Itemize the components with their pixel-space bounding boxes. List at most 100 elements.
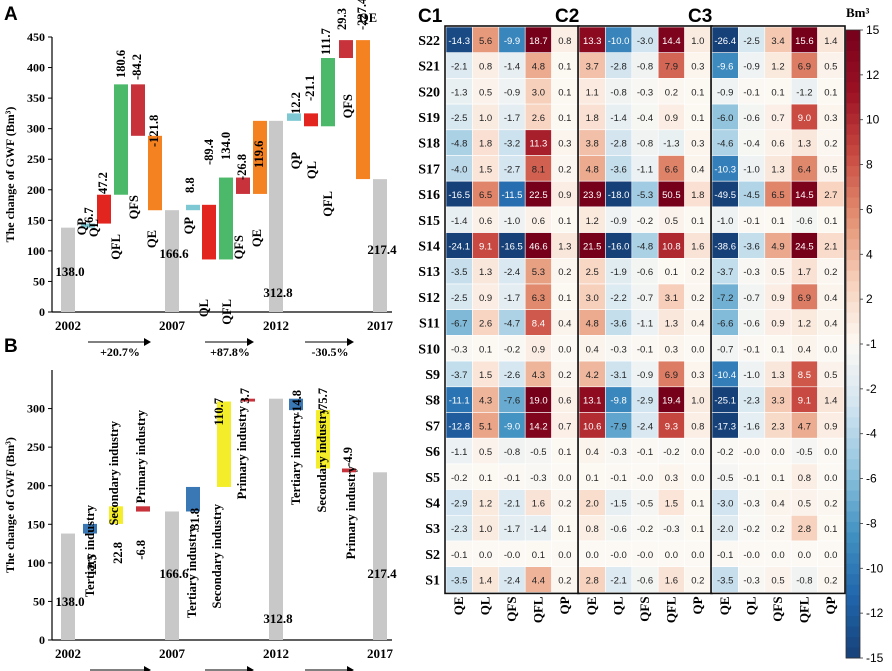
heatmap-cell-value: 0.4 [771, 498, 784, 509]
heatmap-cell-value: -10.0 [608, 36, 630, 47]
heatmap-cell-value: 0.0 [558, 550, 571, 561]
step-value-label: -121.8 [147, 115, 161, 147]
heatmap-cell-value: -0.1 [610, 473, 626, 484]
heatmap-cell [790, 155, 818, 182]
column-label: QP [690, 596, 705, 614]
heatmap-cell [605, 566, 633, 593]
colorbar-segment [846, 270, 860, 282]
column-label: QE [451, 596, 466, 615]
step-bar [97, 194, 111, 224]
heatmap-cell-value: -6.7 [451, 319, 467, 330]
heatmap-cell [578, 489, 606, 516]
heatmap-cell-value: 24.5 [795, 241, 814, 252]
heatmap-cell-value: 0.9 [824, 421, 837, 432]
year-bar [269, 398, 283, 640]
heatmap-cell-value: -0.5 [530, 447, 546, 458]
heatmap-cell [551, 540, 579, 568]
heatmap-cell-value: -0.3 [451, 344, 467, 355]
colorbar-segment [846, 626, 860, 638]
heatmap-cell [445, 360, 473, 388]
heatmap-cell-value: 6.3 [532, 293, 545, 304]
heatmap-cell [790, 52, 818, 79]
heatmap-cell [578, 103, 606, 131]
heatmap-cell-value: 0.1 [532, 550, 545, 561]
heatmap-cell [524, 283, 552, 311]
colorbar-segment [846, 30, 860, 41]
year-axis-label: 2017 [367, 646, 394, 661]
step-value-label: -227.4 [355, 0, 369, 30]
step-name-label: Primary industry [134, 409, 148, 503]
heatmap-cell-value: 0.4 [824, 293, 837, 304]
heatmap-cell [445, 335, 473, 362]
heatmap-cell-value: -2.5 [451, 293, 467, 304]
year-axis-label: 2002 [55, 646, 81, 661]
heatmap-cell [605, 412, 633, 439]
colorbar-segment [846, 490, 860, 502]
heatmap-cell-value: 0.3 [691, 139, 704, 150]
heatmap-cell-value: 0.1 [691, 498, 704, 509]
heatmap-cell-value: 0.2 [691, 293, 704, 304]
heatmap-cell-value: -7.9 [610, 421, 626, 432]
heatmap-cell-value: -3.0 [717, 498, 733, 509]
step-bar [81, 223, 95, 228]
heatmap-cell-value: -3.0 [637, 36, 653, 47]
year-bar [165, 511, 179, 640]
heatmap-cell-value: 6.6 [665, 164, 678, 175]
heatmap-cell-value: -3.6 [743, 241, 759, 252]
heatmap-cell-value: 1.6 [665, 576, 678, 587]
heatmap-cell-value: -4.7 [504, 319, 520, 330]
heatmap-cell-value: 0.3 [665, 473, 678, 484]
step-value-label: 111.7 [319, 28, 333, 55]
heatmap-cell [498, 103, 526, 131]
heatmap-cell-value: 0.5 [479, 447, 492, 458]
heatmap-cell [524, 26, 552, 54]
heatmap-cell [631, 155, 659, 182]
row-label: S6 [425, 445, 440, 460]
heatmap-cell [817, 52, 845, 79]
heatmap-cell [472, 437, 500, 465]
heatmap-cell [684, 386, 712, 413]
heatmap-cell-value: 0.0 [479, 550, 492, 561]
heatmap-cell-value: -2.4 [504, 267, 520, 278]
heatmap-cell-value: -0.6 [796, 216, 812, 227]
heatmap-cell-value: 0.1 [771, 344, 784, 355]
heatmap-cell [498, 489, 526, 516]
heatmap-cell [605, 360, 633, 388]
colorbar-segment [846, 166, 860, 178]
heatmap-cell [631, 437, 659, 465]
heatmap-cell-value: -9.6 [717, 62, 733, 73]
colorbar-segment [846, 427, 860, 439]
heatmap-cell-value: -3.6 [610, 164, 626, 175]
heatmap-cell-value: -2.1 [504, 498, 520, 509]
year-axis-label: 2007 [159, 646, 186, 661]
step-value-label: 12.2 [289, 92, 303, 114]
heatmap-cell-value: -0.9 [504, 87, 520, 98]
colorbar-tick-label: -10 [866, 561, 884, 575]
heatmap-cell-value: -2.0 [717, 524, 733, 535]
heatmap-cells [444, 25, 846, 595]
heatmap-cell-value: 21.5 [583, 241, 602, 252]
heatmap-cell-value: 5.6 [479, 36, 492, 47]
year-value-label: 312.8 [263, 611, 293, 626]
heatmap-cell-value: -12.8 [448, 421, 470, 432]
year-value-label: 138.0 [55, 264, 84, 279]
colorbar-tick-label: 2 [866, 292, 873, 306]
heatmap-cell [764, 180, 792, 208]
heatmap-cell-value: -0.1 [743, 473, 759, 484]
step-name-label: QFL [109, 234, 123, 260]
heatmap-cell-value: 1.4 [479, 576, 492, 587]
heatmap-cell [551, 103, 579, 131]
step-name-label: Secondary industry [315, 407, 329, 512]
heatmap-cell [551, 566, 579, 593]
heatmap-cell [711, 206, 739, 233]
heatmap-cell-value: 0.1 [691, 216, 704, 227]
step-bar [148, 135, 162, 211]
colorbar-segment [846, 438, 860, 450]
heatmap-cell [631, 26, 659, 54]
heatmap-cell [738, 489, 766, 516]
heatmap-cell [605, 155, 633, 182]
heatmap-cell-value: -24.1 [448, 241, 470, 252]
step-name-label: QP [182, 217, 196, 235]
heatmap-cell-value: -0.9 [717, 87, 733, 98]
colorbar-segment [846, 459, 860, 471]
